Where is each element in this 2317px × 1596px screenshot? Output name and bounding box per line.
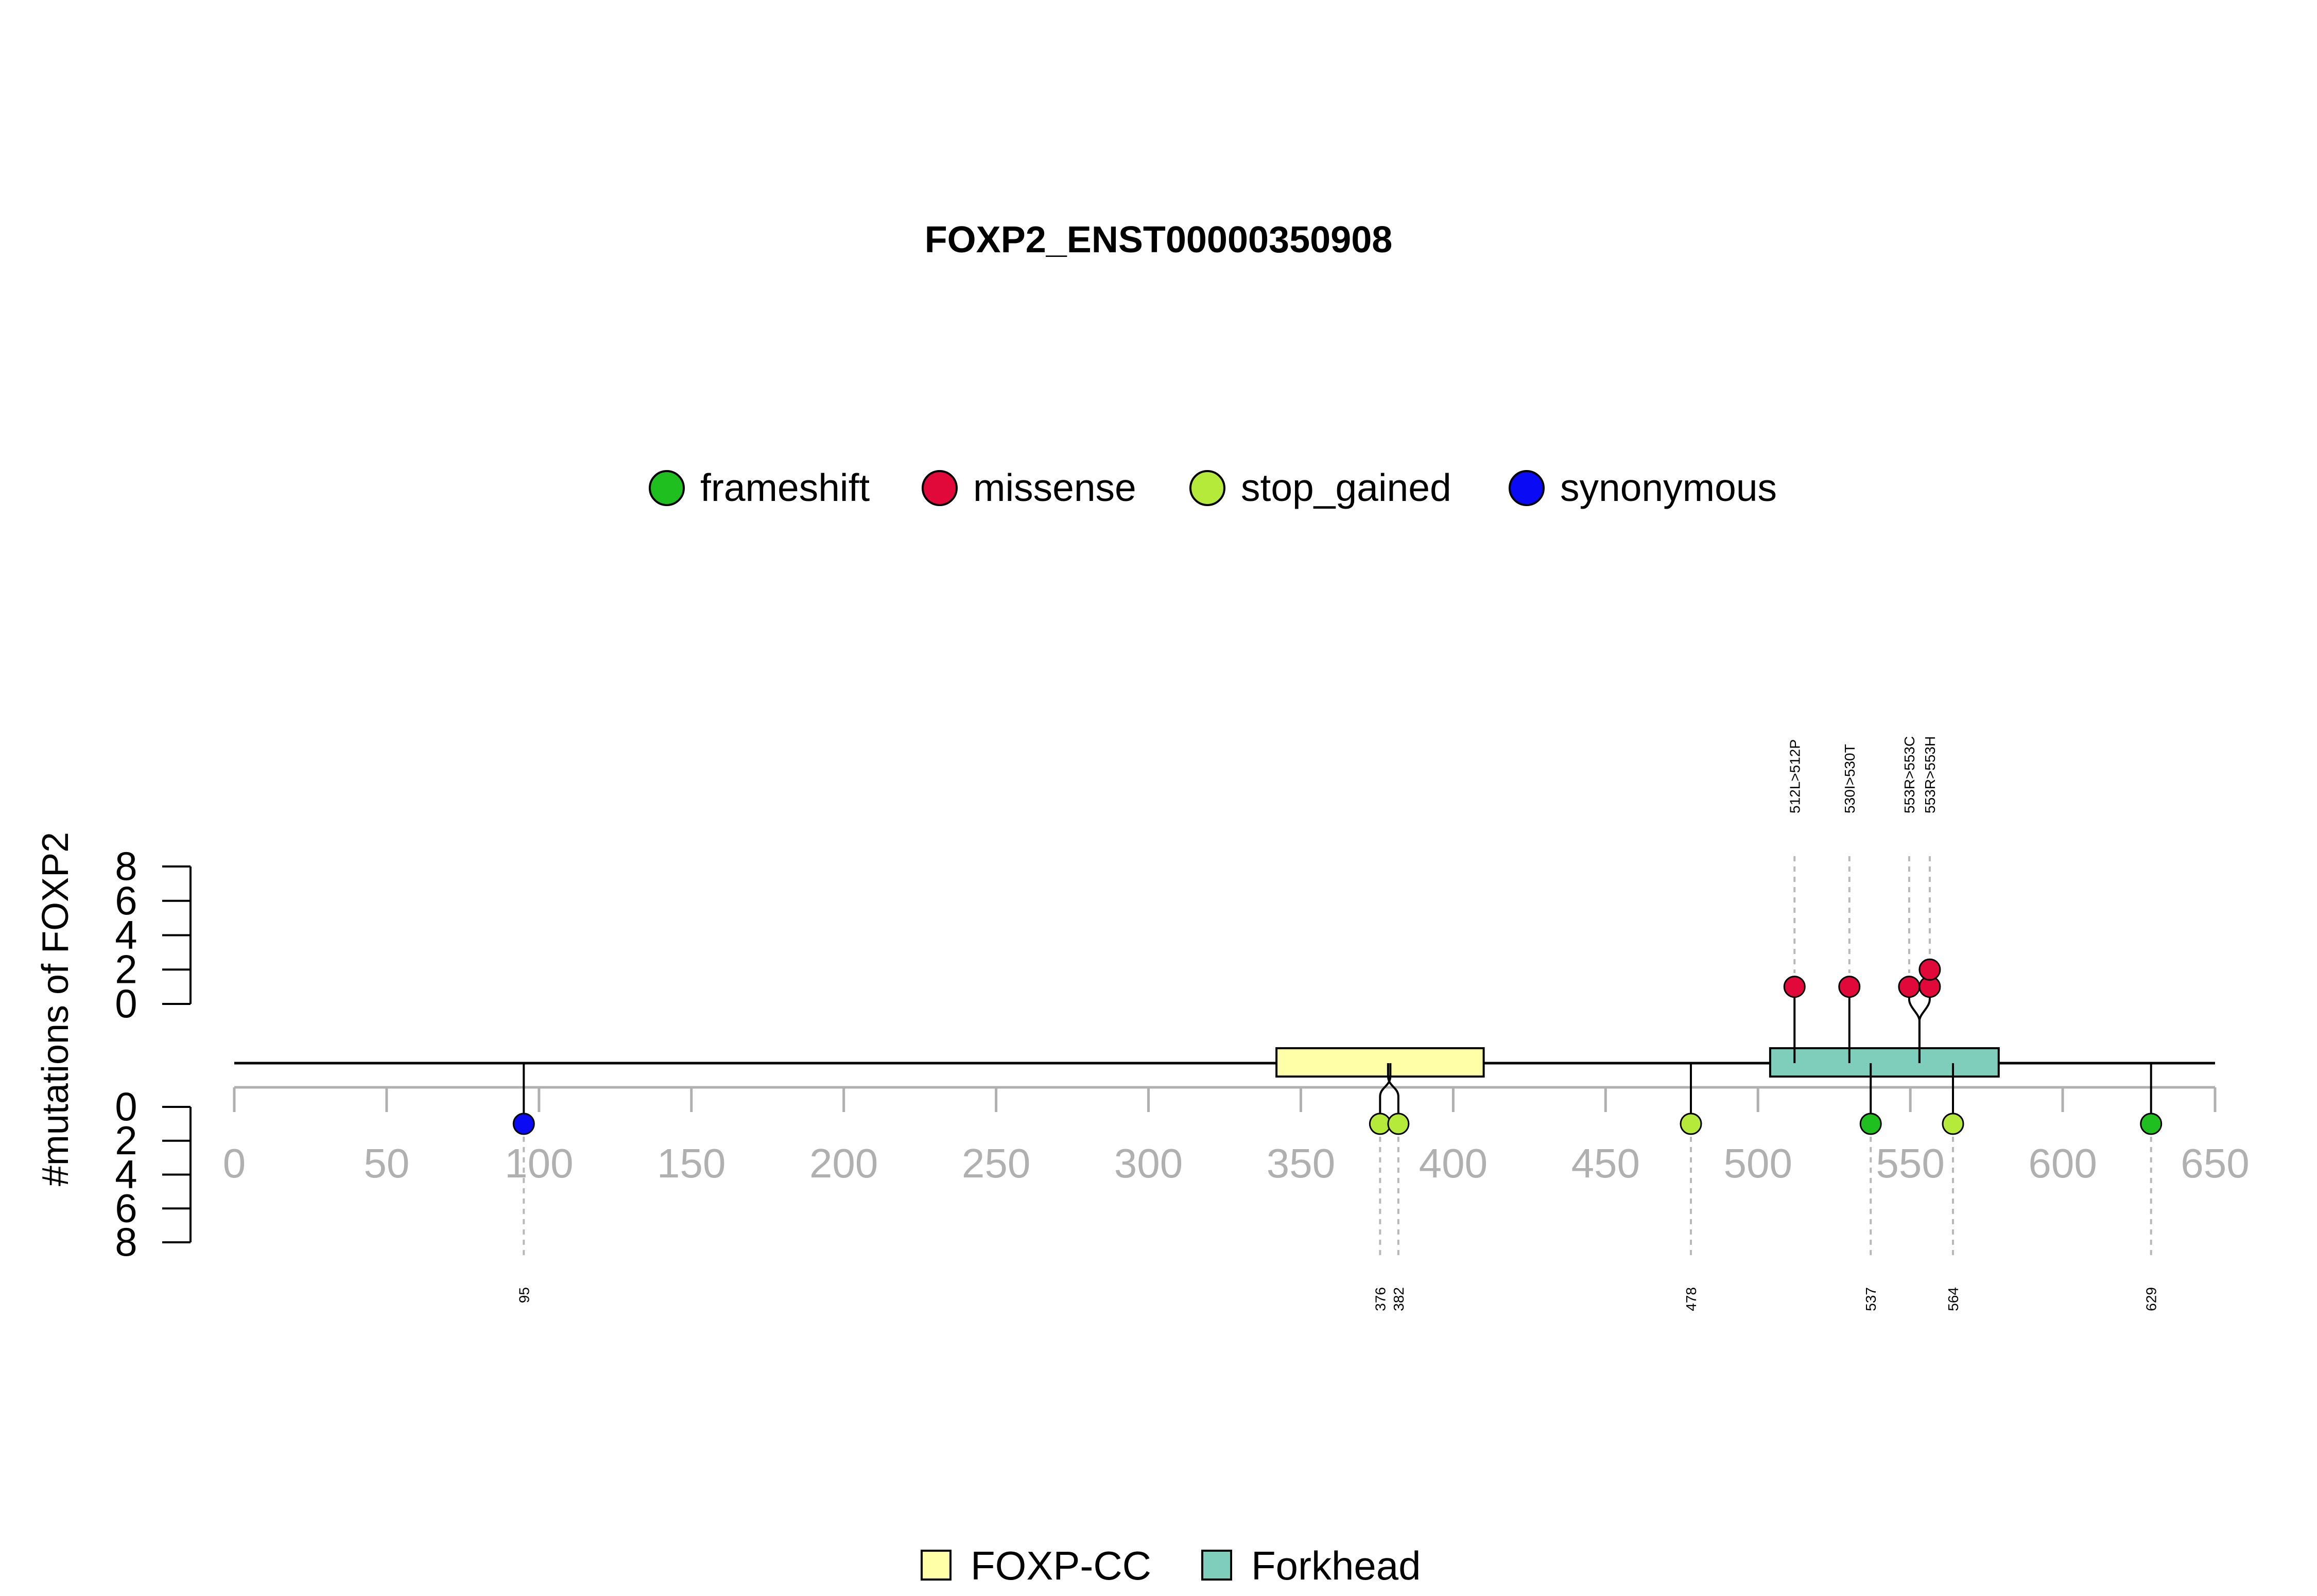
mutation-label: 530I>530T — [1842, 744, 1858, 813]
mutation-stem — [1918, 969, 1931, 1063]
mutation-position-label: 537 — [1863, 1287, 1879, 1311]
mutation-marker-missense — [1838, 976, 1861, 998]
chart-title: FOXP2_ENST00000350908 — [925, 219, 1393, 261]
y-axis-label: #mutations of FOXP2 — [35, 832, 76, 1186]
legend-label-stop_gained: stop_gained — [1241, 466, 1451, 509]
mutation-marker-missense — [1783, 976, 1806, 998]
x-tick-label: 0 — [223, 1140, 246, 1186]
mutation-label: 512L>512P — [1787, 739, 1803, 813]
mutation-position-label: 564 — [1945, 1287, 1961, 1311]
domain-boxes — [1275, 1047, 2000, 1078]
y-tick-label-upper: 2 — [115, 946, 137, 992]
mutation-marker-stop_gained — [1387, 1113, 1410, 1135]
y-tick-label-lower: 8 — [115, 1219, 137, 1264]
y-tick-label-upper: 6 — [115, 878, 137, 923]
mutations-upper: 512L>512P 530I>530T 553R>553C 553R>553H — [1783, 736, 1941, 1063]
x-tick-label: 650 — [2181, 1140, 2249, 1186]
mutation-label: 553R>553C — [1901, 736, 1917, 813]
legend-label-missense: missense — [973, 466, 1136, 509]
x-tick-label: 450 — [1571, 1140, 1640, 1186]
mutation-stem — [1379, 1063, 1392, 1124]
x-tick-label: 350 — [1267, 1140, 1335, 1186]
mutation-stem — [1387, 1063, 1399, 1124]
legend-marker-stop_gained — [1189, 470, 1225, 506]
x-tick-label: 600 — [2028, 1140, 2097, 1186]
mutation-position-label: 95 — [516, 1287, 532, 1303]
x-tick-label: 550 — [1876, 1140, 1944, 1186]
domain-Forkhead — [1769, 1047, 2000, 1078]
legend-label-synonymous: synonymous — [1560, 466, 1777, 509]
x-tick-label: 250 — [962, 1140, 1030, 1186]
y-tick-label-lower: 0 — [115, 1084, 137, 1129]
mutation-marker-frameshift — [2140, 1113, 2163, 1135]
mutation-marker-synonymous — [512, 1113, 535, 1135]
y-tick-label-upper: 4 — [115, 912, 137, 958]
x-tick-label: 200 — [809, 1140, 878, 1186]
domain-legend-swatch-FOXP-CC — [921, 1550, 952, 1581]
mutation-position-label: 478 — [1683, 1287, 1699, 1311]
y-tick-label-lower: 6 — [115, 1185, 137, 1230]
mutation-marker-frameshift — [1859, 1113, 1882, 1135]
mutation-marker-stop_gained — [1369, 1113, 1391, 1135]
mutation-marker-missense — [1918, 958, 1941, 981]
x-tick-label: 300 — [1114, 1140, 1183, 1186]
mutation-position-label: 376 — [1372, 1287, 1388, 1311]
legend-marker-frameshift — [649, 470, 685, 506]
mutation-position-label: 382 — [1391, 1287, 1407, 1311]
mutation-marker-missense — [1898, 976, 1921, 998]
legend-marker-synonymous — [1509, 470, 1545, 506]
domain-legend-label-Forkhead: Forkhead — [1251, 1543, 1421, 1588]
x-tick-label: 100 — [505, 1140, 573, 1186]
x-tick-label: 150 — [657, 1140, 725, 1186]
y-tick-label-lower: 4 — [115, 1152, 137, 1197]
legend-label-frameshift: frameshift — [700, 466, 870, 509]
mutation-label: 553R>553H — [1922, 736, 1938, 813]
mutation-marker-stop_gained — [1680, 1113, 1702, 1135]
domain-legend: FOXP-CC Forkhead — [921, 1543, 1421, 1588]
x-tick-label: 500 — [1723, 1140, 1792, 1186]
domain-legend-swatch-Forkhead — [1201, 1550, 1232, 1581]
x-tick-label: 50 — [364, 1140, 409, 1186]
legend-marker-missense — [922, 470, 958, 506]
domain-legend-label-FOXP-CC: FOXP-CC — [971, 1543, 1151, 1588]
x-tick-label: 400 — [1419, 1140, 1488, 1186]
y-tick-label-upper: 0 — [115, 981, 137, 1026]
x-axis: 0 50 100 150 200 250 300 350 400 450 500 550 600 650 — [223, 1086, 2250, 1186]
mutation-legend: frameshift missense stop_gained synonymous — [649, 466, 1777, 509]
y-tick-label-upper: 8 — [115, 843, 137, 889]
domain-FOXP-CC — [1275, 1047, 1485, 1078]
mutations-lower: 95 376 382 478 537 564 629 — [512, 1063, 2163, 1311]
mutation-marker-stop_gained — [1942, 1113, 1964, 1135]
y-tick-label-lower: 2 — [115, 1118, 137, 1163]
mutation-position-label: 629 — [2143, 1287, 2159, 1311]
